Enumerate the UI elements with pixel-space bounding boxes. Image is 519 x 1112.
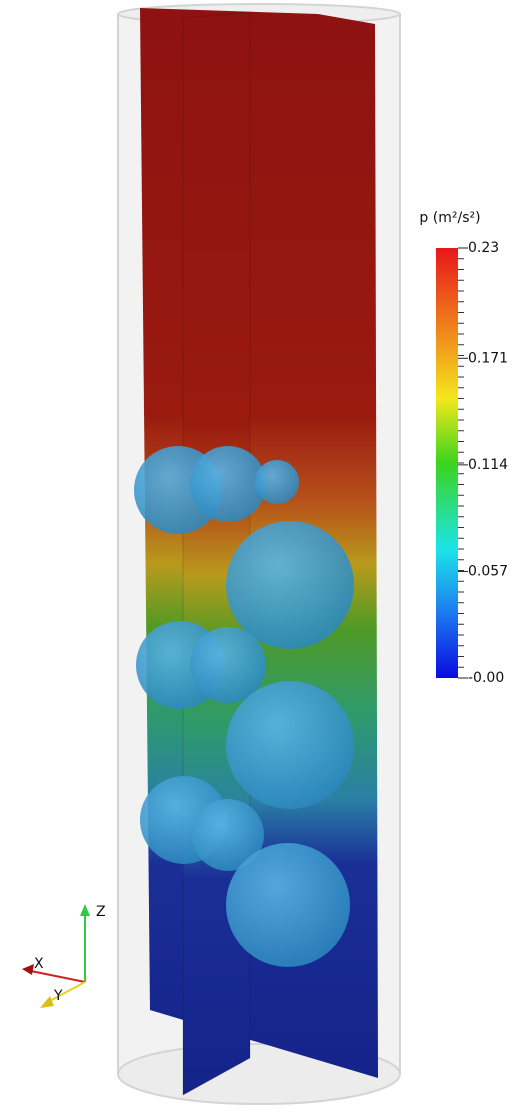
tick-label: -0.00 (468, 670, 504, 686)
scene: Z X Y p (m²/s²) 0.23 0.171 0.114 0.057 -0.00 (0, 0, 519, 1108)
tick-label: 0.057 (468, 563, 508, 579)
axis-label: Z (96, 904, 106, 920)
axis-label: X (34, 956, 44, 972)
colorbar-title: p (m²/s²) (419, 210, 480, 226)
tick-label: 0.171 (468, 350, 508, 366)
colorbar (436, 248, 458, 678)
tick-label: 0.114 (468, 457, 508, 473)
axis-label: Y (53, 988, 63, 1004)
tick-label: 0.23 (468, 240, 499, 256)
axes-triad: Z X Y (22, 904, 106, 1008)
